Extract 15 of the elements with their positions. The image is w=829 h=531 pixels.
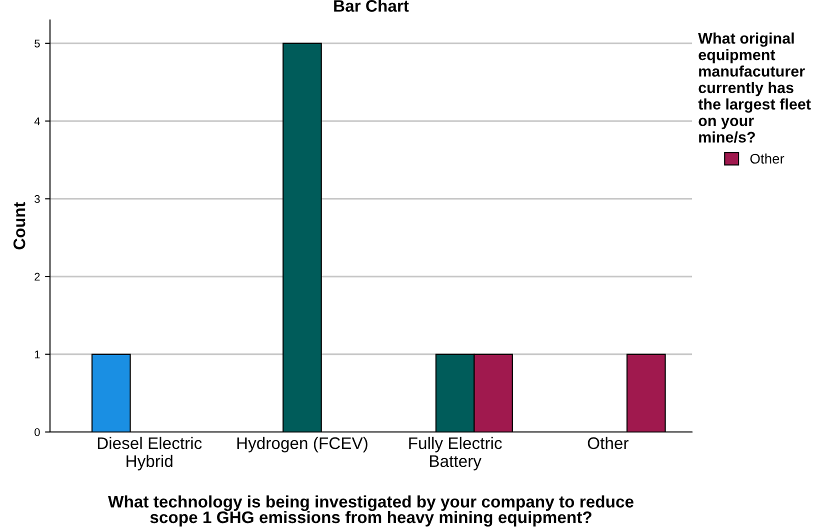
- x-axis-title: What technology is being investigated by your company to reduce scope 1 GHG emissions from heavy mining equipment?: [108, 495, 634, 527]
- x-tick-label: Diesel Electric Hybrid: [98, 436, 202, 470]
- y-axis-title: Count: [13, 202, 26, 250]
- chart-title: Bar Chart: [334, 0, 409, 12]
- y-tick-label: 5: [34, 40, 40, 48]
- legend-label: Other: [750, 153, 784, 164]
- y-tick-label: 0: [34, 428, 40, 436]
- legend-title: What original equipment manufacuturer currently has the largest fleet on your mine/s?: [698, 32, 811, 143]
- x-tick-label: Hydrogen (FCEV): [237, 436, 368, 452]
- y-tick-label: 3: [34, 195, 40, 203]
- y-tick-label: 2: [34, 272, 40, 281]
- y-tick-label: 1: [34, 350, 40, 358]
- x-tick-label: Fully Electric Battery: [409, 436, 502, 470]
- x-tick-label: Other: [588, 436, 628, 450]
- y-tick-label: 4: [34, 117, 40, 126]
